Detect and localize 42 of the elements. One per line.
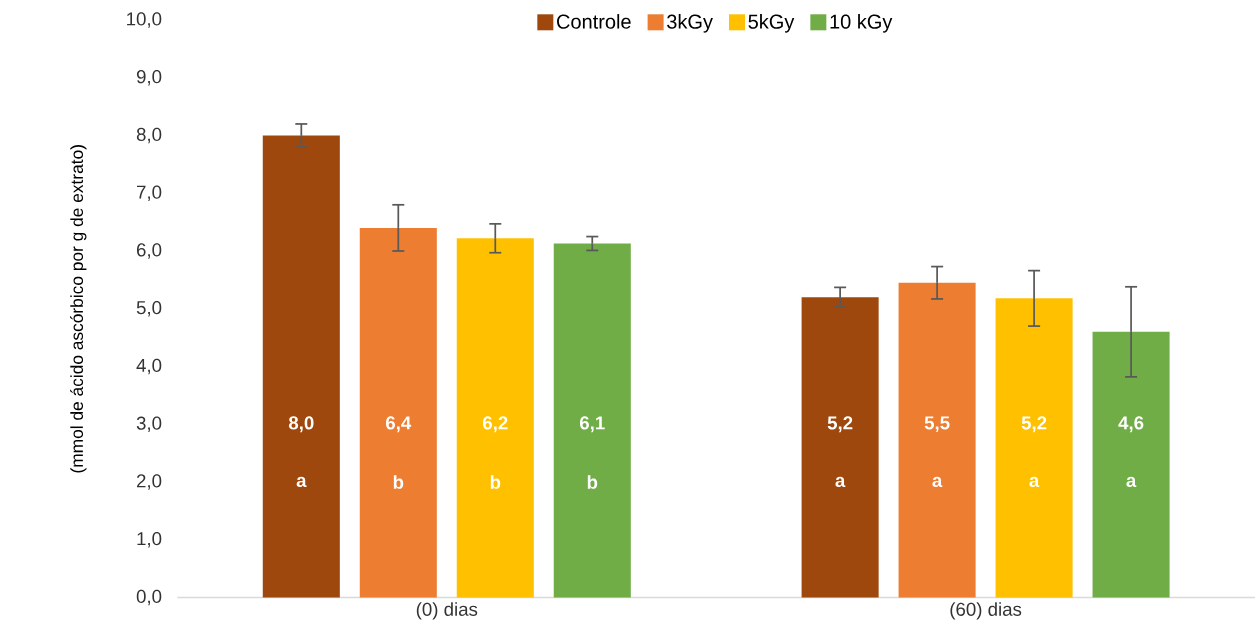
bar [898, 283, 976, 598]
annotation: a [835, 477, 846, 488]
y-axis-title: (mmol de ácido ascórbico por g de extrato) [70, 145, 87, 473]
bar [359, 228, 437, 598]
data-label: 6,1 [579, 416, 605, 433]
y-tick-label: 2,0 [136, 474, 162, 490]
y-tick-label: 6,0 [136, 243, 162, 259]
y-tick-label: 8,0 [136, 128, 162, 144]
data-label: 5,2 [827, 416, 853, 433]
legend-label: 5kGy [748, 14, 795, 33]
bar [553, 243, 631, 598]
data-label: 6,2 [483, 416, 508, 433]
y-tick-label: 9,0 [136, 70, 162, 86]
y-tick-label: 10,0 [127, 12, 162, 28]
bar [995, 298, 1073, 598]
annotation: a [1029, 477, 1040, 488]
y-tick-label: 3,0 [136, 416, 162, 433]
bar [456, 238, 534, 598]
annotation: b [587, 475, 598, 490]
bar [262, 135, 340, 598]
bar [801, 297, 879, 598]
y-tick-label: 4,0 [136, 359, 162, 375]
annotation: a [1126, 477, 1137, 488]
data-label: 5,2 [1021, 416, 1047, 433]
bar [1092, 332, 1170, 598]
x-tick-label: (60) dias [950, 602, 1022, 620]
x-tick-label: (0) dias [416, 602, 478, 620]
data-label: 6,4 [386, 416, 412, 433]
y-tick-label: 1,0 [137, 532, 162, 548]
annotation: a [296, 477, 307, 488]
y-tick-label: 5,0 [136, 301, 162, 317]
legend-label: Controle [557, 14, 631, 29]
data-label: 4,6 [1118, 416, 1144, 433]
y-tick-label: 7,0 [137, 185, 162, 202]
legend-label: 10 kGy [830, 14, 893, 33]
annotation: b [490, 475, 501, 490]
annotation: a [932, 477, 943, 488]
data-label: 8,0 [288, 416, 314, 433]
data-label: 5,5 [924, 416, 950, 433]
y-tick-label: 0,0 [136, 590, 162, 606]
annotation: b [393, 475, 404, 490]
legend-label: 3kGy [667, 14, 713, 33]
